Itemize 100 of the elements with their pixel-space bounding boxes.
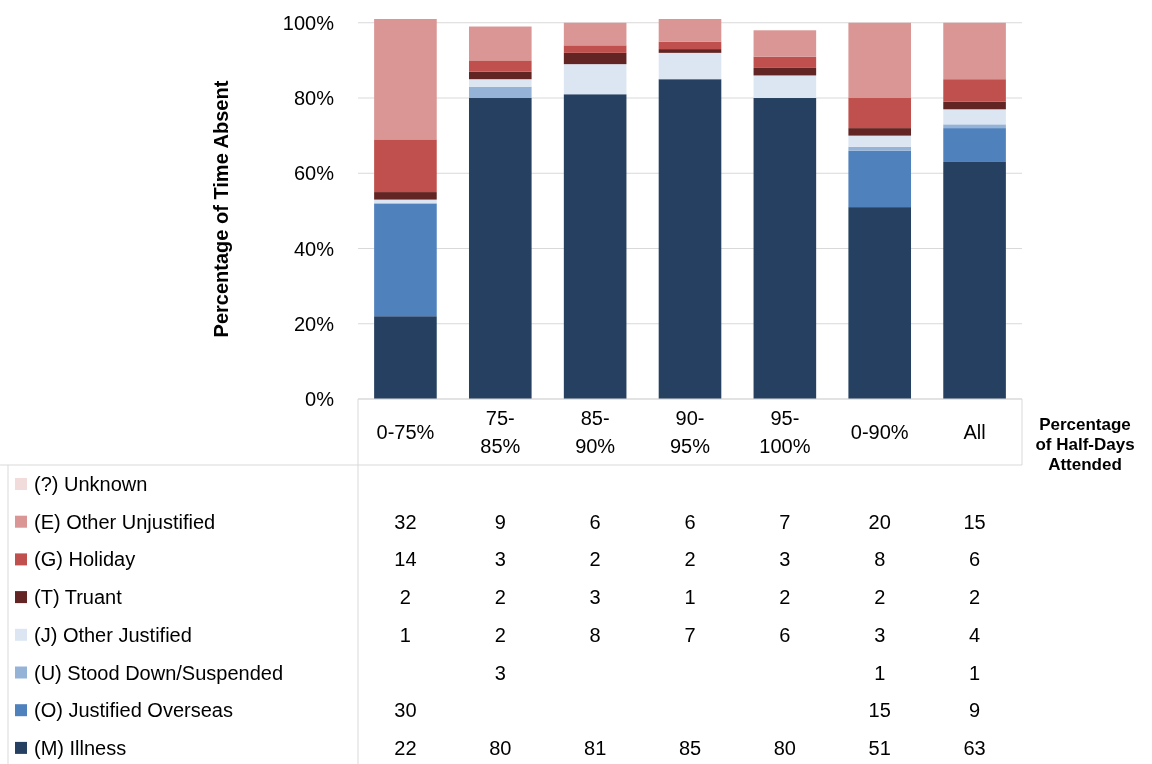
bar bbox=[943, 101, 1006, 110]
data-label: 3 bbox=[494, 548, 506, 571]
bar bbox=[374, 316, 437, 399]
bar bbox=[658, 19, 722, 42]
legend-label: (U) Stood Down/Suspended bbox=[34, 661, 284, 684]
data-label: 1 bbox=[399, 623, 411, 646]
bar bbox=[753, 30, 817, 57]
bar bbox=[848, 98, 912, 129]
data-label: 32 bbox=[394, 510, 417, 533]
y-axis-title: Percentage of Time Absent bbox=[210, 80, 232, 338]
bar bbox=[563, 52, 627, 65]
data-label: 3 bbox=[779, 548, 791, 571]
bar bbox=[468, 98, 532, 399]
bar bbox=[753, 67, 817, 76]
x-tick-label: All bbox=[963, 421, 986, 443]
y-tick-label: 80% bbox=[293, 87, 335, 110]
x-tick-label: 95-100% bbox=[759, 407, 811, 457]
data-label: 1 bbox=[969, 661, 981, 684]
data-label: 2 bbox=[779, 586, 791, 609]
x-tick-label: 0-75% bbox=[376, 421, 435, 443]
bar bbox=[468, 71, 532, 80]
y-tick-label: 60% bbox=[293, 162, 335, 185]
bar bbox=[848, 22, 912, 99]
bar bbox=[468, 26, 532, 61]
data-label: 2 bbox=[494, 623, 506, 646]
legend-label: (?) Unknown bbox=[34, 473, 148, 495]
data-label: 63 bbox=[963, 736, 986, 759]
bar bbox=[943, 79, 1006, 102]
bar bbox=[563, 94, 627, 399]
bar bbox=[753, 98, 817, 399]
data-label: 14 bbox=[394, 548, 417, 571]
bar bbox=[848, 150, 912, 208]
x-tick-label: 90-95% bbox=[669, 407, 711, 457]
data-label: 80 bbox=[773, 736, 796, 759]
data-label: 6 bbox=[969, 548, 981, 571]
data-label: 1 bbox=[684, 586, 696, 609]
bar bbox=[658, 52, 722, 80]
bar bbox=[943, 128, 1006, 162]
data-label: 80 bbox=[489, 736, 512, 759]
data-label: 81 bbox=[584, 736, 607, 759]
bar bbox=[943, 22, 1006, 80]
data-label: 3 bbox=[589, 586, 601, 609]
bar bbox=[468, 60, 532, 72]
data-label: 20 bbox=[868, 510, 891, 533]
data-label: 30 bbox=[394, 699, 417, 722]
data-label: 7 bbox=[684, 623, 696, 646]
data-label: 6 bbox=[589, 510, 601, 533]
data-label: 2 bbox=[399, 586, 411, 609]
legend-label: (T) Truant bbox=[34, 586, 123, 609]
x-axis-title: Percentage of Half-Days Attended bbox=[1035, 414, 1135, 474]
bar bbox=[468, 79, 532, 87]
bar bbox=[658, 79, 722, 399]
data-label: 15 bbox=[868, 699, 891, 722]
bar bbox=[848, 128, 912, 136]
bar bbox=[943, 161, 1006, 399]
data-label: 2 bbox=[589, 548, 601, 571]
data-label: 8 bbox=[874, 548, 886, 571]
x-tick-label: 75-85% bbox=[480, 407, 521, 457]
data-label: 2 bbox=[874, 586, 886, 609]
legend-label: (M) Illness bbox=[34, 736, 127, 759]
y-tick-label: 100% bbox=[282, 11, 335, 34]
bar bbox=[658, 49, 722, 53]
bar bbox=[753, 56, 817, 68]
data-label: 3 bbox=[494, 661, 506, 684]
data-label: 1 bbox=[874, 661, 886, 684]
bar bbox=[943, 124, 1006, 129]
bar bbox=[848, 146, 912, 151]
bar bbox=[563, 22, 627, 46]
bar bbox=[658, 41, 722, 50]
legend-label: (G) Holiday bbox=[34, 548, 136, 571]
x-tick-label: 0-90% bbox=[850, 421, 909, 443]
y-tick-label: 40% bbox=[293, 237, 335, 260]
bar bbox=[374, 192, 437, 200]
bar bbox=[848, 135, 912, 147]
data-label: 22 bbox=[394, 736, 417, 759]
data-label: 85 bbox=[678, 736, 702, 759]
data-label: 3 bbox=[874, 623, 886, 646]
data-label: 51 bbox=[868, 736, 891, 759]
bar bbox=[468, 86, 532, 99]
data-label: 15 bbox=[963, 510, 986, 533]
data-label: 2 bbox=[494, 586, 506, 609]
data-label: 9 bbox=[494, 510, 506, 533]
bar bbox=[374, 203, 437, 317]
y-tick-label: 0% bbox=[305, 388, 335, 410]
data-label: 7 bbox=[779, 510, 791, 533]
legend-label: (O) Justified Overseas bbox=[34, 699, 233, 722]
data-label: 9 bbox=[969, 699, 981, 722]
bar bbox=[563, 64, 627, 95]
data-label: 6 bbox=[684, 510, 696, 533]
bar bbox=[753, 75, 817, 99]
data-label: 2 bbox=[684, 548, 696, 571]
data-label: 2 bbox=[969, 586, 981, 609]
data-label: 6 bbox=[779, 623, 791, 646]
y-tick-label: 20% bbox=[293, 312, 335, 335]
bar bbox=[374, 139, 437, 193]
bar bbox=[563, 45, 627, 53]
legend-label: (E) Other Unjustified bbox=[34, 510, 216, 533]
bar bbox=[848, 207, 912, 399]
legend-label: (J) Other Justified bbox=[34, 623, 192, 646]
x-tick-label: 85-90% bbox=[575, 407, 616, 457]
